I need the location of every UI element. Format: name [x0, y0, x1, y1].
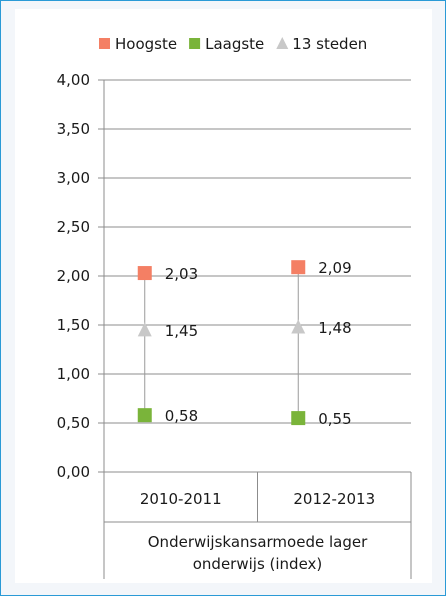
x-group-label-line: Onderwijskansarmoede lager: [148, 533, 368, 551]
y-tick-label: 4,00: [57, 71, 90, 89]
y-tick-label: 2,50: [57, 218, 90, 236]
y-tick-label: 3,00: [57, 169, 90, 187]
data-marks: [137, 260, 306, 426]
legend-marker-13-steden: [276, 37, 289, 49]
legend-marker-laagste: [189, 38, 201, 49]
range-lines: [144, 267, 299, 419]
marker-13-steden: [291, 319, 306, 334]
y-tick-label: 2,00: [57, 267, 90, 285]
data-label: 2,09: [318, 259, 351, 277]
chart-svg: Hoogste Laagste 13 steden 0,00 0,50 1,00 1,50…: [57, 35, 412, 579]
marker-laagste: [137, 408, 152, 423]
data-label: 1,48: [318, 319, 351, 337]
x-group-label-line: onderwijs (index): [193, 555, 323, 573]
x-axis: 2010-2011 2012-2013 Onderwijskansarmoede l…: [104, 472, 412, 579]
data-label: 2,03: [165, 265, 198, 283]
legend-label-13-steden: 13 steden: [292, 35, 367, 53]
data-label: 0,58: [165, 407, 198, 425]
data-label: 1,45: [165, 322, 198, 340]
marker-hoogste: [137, 266, 152, 281]
legend-label-hoogste: Hoogste: [115, 35, 177, 53]
y-tick-label: 0,50: [57, 414, 90, 432]
x-category-label: 2010-2011: [140, 490, 222, 508]
y-tick-label: 1,00: [57, 365, 90, 383]
data-labels: 2,03 2,09 0,58 0,55 1,45 1,48: [165, 259, 352, 428]
legend-marker-hoogste: [99, 38, 110, 49]
marker-13-steden: [137, 322, 152, 337]
y-tick-label: 0,00: [57, 463, 90, 481]
y-axis: 0,00 0,50 1,00 1,50 2,00 2,50 3,00 3,50 4,00: [57, 71, 105, 579]
chart-panel: Hoogste Laagste 13 steden 0,00 0,50 1,00 1,50…: [15, 9, 432, 583]
marker-laagste: [291, 411, 306, 426]
y-tick-label: 1,50: [57, 316, 90, 334]
x-category-label: 2012-2013: [293, 490, 375, 508]
legend: Hoogste Laagste 13 steden: [99, 35, 367, 53]
legend-label-laagste: Laagste: [205, 35, 264, 53]
marker-hoogste: [291, 260, 306, 275]
data-label: 0,55: [318, 410, 351, 428]
y-tick-label: 3,50: [57, 120, 90, 138]
